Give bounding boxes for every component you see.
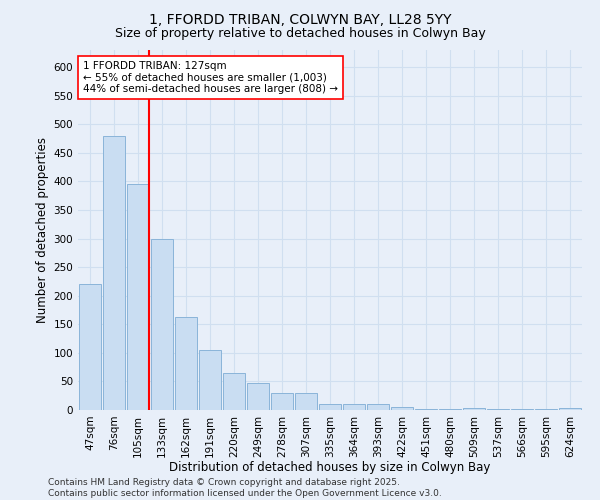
Bar	[295, 393, 317, 410]
Bar	[343, 404, 365, 410]
Text: Size of property relative to detached houses in Colwyn Bay: Size of property relative to detached ho…	[115, 28, 485, 40]
Text: Contains HM Land Registry data © Crown copyright and database right 2025.
Contai: Contains HM Land Registry data © Crown c…	[48, 478, 442, 498]
Bar	[559, 408, 581, 410]
X-axis label: Distribution of detached houses by size in Colwyn Bay: Distribution of detached houses by size …	[169, 461, 491, 474]
Bar	[391, 407, 413, 410]
Y-axis label: Number of detached properties: Number of detached properties	[36, 137, 49, 323]
Bar	[247, 383, 269, 410]
Bar	[319, 404, 341, 410]
Bar	[151, 238, 173, 410]
Bar	[103, 136, 125, 410]
Bar	[463, 408, 485, 410]
Bar	[223, 373, 245, 410]
Bar	[199, 350, 221, 410]
Bar	[271, 393, 293, 410]
Text: 1, FFORDD TRIBAN, COLWYN BAY, LL28 5YY: 1, FFORDD TRIBAN, COLWYN BAY, LL28 5YY	[149, 12, 451, 26]
Text: 1 FFORDD TRIBAN: 127sqm
← 55% of detached houses are smaller (1,003)
44% of semi: 1 FFORDD TRIBAN: 127sqm ← 55% of detache…	[83, 61, 338, 94]
Bar	[79, 284, 101, 410]
Bar	[175, 317, 197, 410]
Bar	[127, 184, 149, 410]
Bar	[367, 404, 389, 410]
